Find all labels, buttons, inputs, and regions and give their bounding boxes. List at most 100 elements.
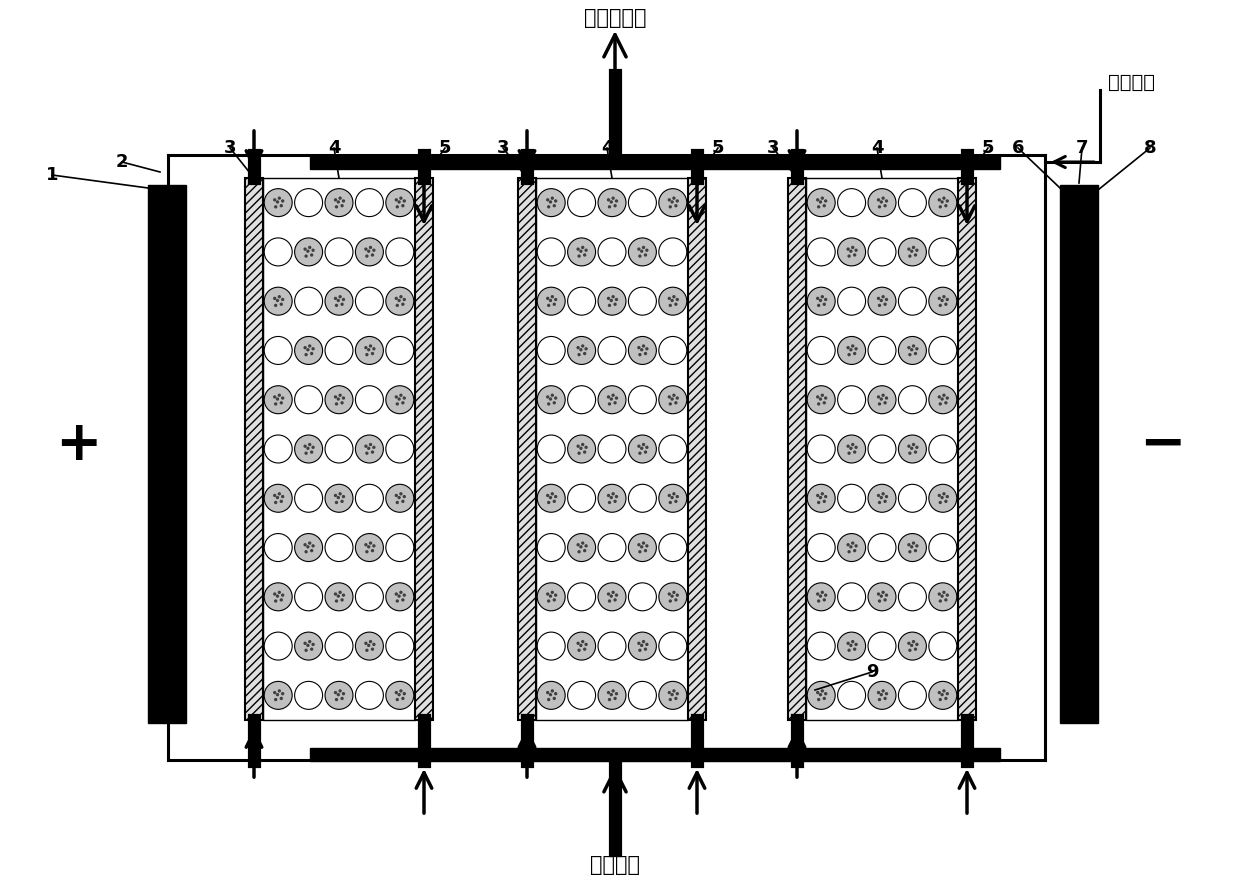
Circle shape — [537, 386, 565, 414]
Circle shape — [671, 397, 673, 401]
Circle shape — [368, 344, 372, 348]
Circle shape — [547, 500, 551, 504]
Circle shape — [644, 254, 647, 256]
Circle shape — [551, 394, 554, 397]
Circle shape — [310, 254, 314, 256]
Circle shape — [629, 681, 656, 709]
Circle shape — [606, 297, 610, 300]
Circle shape — [547, 304, 551, 307]
Circle shape — [642, 443, 645, 446]
Circle shape — [264, 485, 293, 512]
Circle shape — [546, 691, 549, 694]
Circle shape — [849, 348, 853, 352]
Circle shape — [584, 643, 588, 646]
Circle shape — [310, 450, 314, 454]
Circle shape — [273, 691, 277, 694]
Circle shape — [311, 347, 315, 351]
Circle shape — [304, 346, 306, 350]
Circle shape — [342, 692, 345, 695]
Circle shape — [942, 196, 946, 200]
Circle shape — [537, 337, 565, 365]
Circle shape — [676, 495, 680, 499]
Circle shape — [658, 632, 687, 660]
Circle shape — [899, 632, 926, 660]
Circle shape — [398, 200, 401, 204]
Circle shape — [365, 248, 367, 251]
Circle shape — [847, 550, 851, 553]
Circle shape — [368, 542, 372, 544]
Circle shape — [645, 446, 649, 449]
Circle shape — [629, 386, 656, 414]
Circle shape — [637, 543, 641, 546]
Text: 2: 2 — [115, 153, 128, 171]
Circle shape — [598, 287, 626, 315]
Circle shape — [675, 204, 677, 207]
Circle shape — [640, 348, 644, 352]
Circle shape — [868, 583, 897, 611]
Circle shape — [915, 347, 919, 351]
Circle shape — [658, 485, 687, 512]
Circle shape — [367, 545, 371, 549]
Circle shape — [334, 493, 337, 497]
Circle shape — [937, 493, 941, 497]
Circle shape — [339, 689, 342, 692]
Circle shape — [671, 299, 673, 302]
Circle shape — [578, 353, 580, 356]
Circle shape — [849, 249, 853, 253]
Circle shape — [356, 534, 383, 561]
Circle shape — [546, 198, 549, 202]
Circle shape — [615, 495, 619, 499]
Circle shape — [356, 632, 383, 660]
Circle shape — [817, 403, 821, 405]
Circle shape — [608, 500, 611, 504]
Circle shape — [676, 298, 680, 301]
Circle shape — [944, 598, 947, 602]
Circle shape — [939, 205, 942, 209]
Circle shape — [825, 298, 827, 301]
Circle shape — [553, 302, 556, 306]
Circle shape — [608, 403, 611, 405]
Circle shape — [366, 353, 368, 356]
Circle shape — [583, 352, 587, 355]
Circle shape — [274, 205, 278, 209]
Circle shape — [877, 396, 880, 398]
Circle shape — [854, 347, 858, 351]
Circle shape — [339, 590, 342, 594]
Circle shape — [334, 396, 337, 398]
Circle shape — [367, 348, 371, 352]
Circle shape — [281, 495, 284, 499]
Circle shape — [367, 447, 371, 450]
Circle shape — [910, 545, 914, 549]
Circle shape — [851, 344, 854, 348]
Circle shape — [568, 238, 595, 266]
Circle shape — [817, 599, 821, 603]
Circle shape — [325, 632, 353, 660]
Circle shape — [837, 386, 866, 414]
Circle shape — [582, 542, 584, 544]
Circle shape — [822, 302, 826, 306]
Circle shape — [606, 691, 610, 694]
Text: 5: 5 — [982, 139, 994, 157]
Circle shape — [278, 492, 281, 495]
Circle shape — [879, 693, 883, 696]
Circle shape — [278, 394, 281, 397]
Circle shape — [946, 298, 949, 301]
Circle shape — [598, 583, 626, 611]
Circle shape — [568, 485, 595, 512]
Circle shape — [868, 485, 897, 512]
Circle shape — [554, 199, 557, 203]
Bar — [310, 748, 999, 761]
Circle shape — [366, 550, 368, 553]
Bar — [806, 178, 959, 720]
Circle shape — [639, 550, 641, 553]
Circle shape — [356, 189, 383, 217]
Circle shape — [899, 189, 926, 217]
Circle shape — [629, 435, 656, 463]
Circle shape — [281, 298, 284, 301]
Circle shape — [807, 337, 836, 365]
Circle shape — [672, 196, 676, 200]
Circle shape — [371, 549, 374, 552]
Circle shape — [611, 590, 615, 594]
Circle shape — [335, 304, 339, 307]
Circle shape — [611, 295, 615, 299]
